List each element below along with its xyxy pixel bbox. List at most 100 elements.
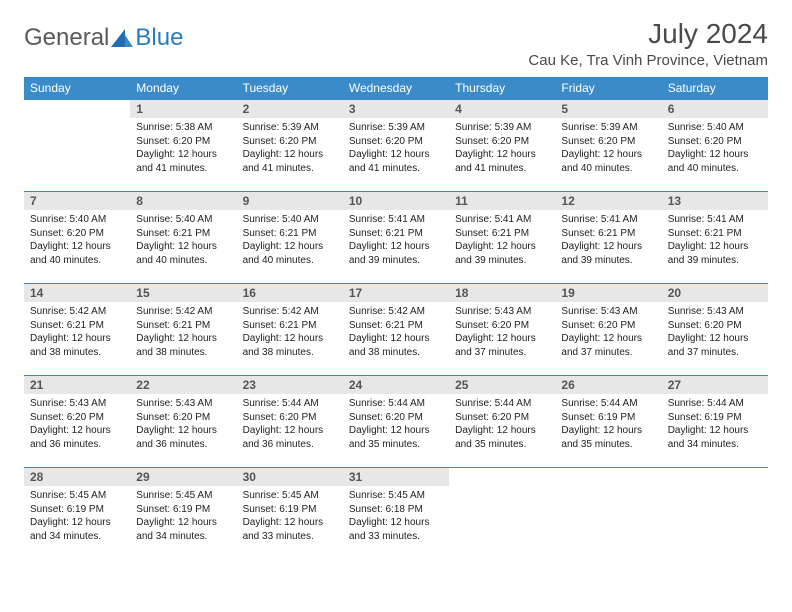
calendar-cell: 1Sunrise: 5:38 AMSunset: 6:20 PMDaylight…	[130, 100, 236, 192]
day-details: Sunrise: 5:44 AMSunset: 6:20 PMDaylight:…	[449, 394, 555, 457]
calendar-cell: 10Sunrise: 5:41 AMSunset: 6:21 PMDayligh…	[343, 192, 449, 284]
calendar-cell: 16Sunrise: 5:42 AMSunset: 6:21 PMDayligh…	[237, 284, 343, 376]
daylight-text: Daylight: 12 hours and 37 minutes.	[668, 332, 762, 359]
calendar-cell: 5Sunrise: 5:39 AMSunset: 6:20 PMDaylight…	[555, 100, 661, 192]
day-number: 26	[555, 376, 661, 394]
day-header: Wednesday	[343, 77, 449, 100]
day-details: Sunrise: 5:42 AMSunset: 6:21 PMDaylight:…	[343, 302, 449, 365]
logo-triangle-icon	[111, 29, 133, 47]
sunrise-text: Sunrise: 5:43 AM	[455, 305, 549, 319]
daylight-text: Daylight: 12 hours and 35 minutes.	[561, 424, 655, 451]
sunrise-text: Sunrise: 5:44 AM	[243, 397, 337, 411]
calendar-cell: 22Sunrise: 5:43 AMSunset: 6:20 PMDayligh…	[130, 376, 236, 468]
sunset-text: Sunset: 6:20 PM	[561, 135, 655, 149]
day-number: 15	[130, 284, 236, 302]
day-number: 13	[662, 192, 768, 210]
sunrise-text: Sunrise: 5:41 AM	[455, 213, 549, 227]
calendar-cell: 9Sunrise: 5:40 AMSunset: 6:21 PMDaylight…	[237, 192, 343, 284]
calendar-cell: 30Sunrise: 5:45 AMSunset: 6:19 PMDayligh…	[237, 468, 343, 560]
sunset-text: Sunset: 6:21 PM	[30, 319, 124, 333]
sunset-text: Sunset: 6:21 PM	[136, 227, 230, 241]
daylight-text: Daylight: 12 hours and 37 minutes.	[561, 332, 655, 359]
day-details: Sunrise: 5:43 AMSunset: 6:20 PMDaylight:…	[662, 302, 768, 365]
daylight-text: Daylight: 12 hours and 34 minutes.	[668, 424, 762, 451]
sunset-text: Sunset: 6:20 PM	[455, 411, 549, 425]
day-details: Sunrise: 5:40 AMSunset: 6:20 PMDaylight:…	[24, 210, 130, 273]
sunrise-text: Sunrise: 5:40 AM	[30, 213, 124, 227]
sunset-text: Sunset: 6:21 PM	[243, 319, 337, 333]
sunset-text: Sunset: 6:19 PM	[668, 411, 762, 425]
day-details: Sunrise: 5:45 AMSunset: 6:19 PMDaylight:…	[24, 486, 130, 549]
sunset-text: Sunset: 6:20 PM	[349, 411, 443, 425]
day-number: 22	[130, 376, 236, 394]
daylight-text: Daylight: 12 hours and 41 minutes.	[349, 148, 443, 175]
calendar-cell: 3Sunrise: 5:39 AMSunset: 6:20 PMDaylight…	[343, 100, 449, 192]
day-details: Sunrise: 5:39 AMSunset: 6:20 PMDaylight:…	[237, 118, 343, 181]
calendar-cell	[555, 468, 661, 560]
day-details: Sunrise: 5:45 AMSunset: 6:19 PMDaylight:…	[130, 486, 236, 549]
daylight-text: Daylight: 12 hours and 41 minutes.	[455, 148, 549, 175]
day-number: 19	[555, 284, 661, 302]
daylight-text: Daylight: 12 hours and 39 minutes.	[455, 240, 549, 267]
calendar-row: 1Sunrise: 5:38 AMSunset: 6:20 PMDaylight…	[24, 100, 768, 192]
sunset-text: Sunset: 6:20 PM	[30, 411, 124, 425]
calendar-cell: 25Sunrise: 5:44 AMSunset: 6:20 PMDayligh…	[449, 376, 555, 468]
sunset-text: Sunset: 6:20 PM	[136, 135, 230, 149]
logo: General Blue	[24, 24, 183, 52]
calendar-cell: 31Sunrise: 5:45 AMSunset: 6:18 PMDayligh…	[343, 468, 449, 560]
day-number: 12	[555, 192, 661, 210]
day-header: Sunday	[24, 77, 130, 100]
sunset-text: Sunset: 6:20 PM	[136, 411, 230, 425]
calendar-cell: 6Sunrise: 5:40 AMSunset: 6:20 PMDaylight…	[662, 100, 768, 192]
daylight-text: Daylight: 12 hours and 40 minutes.	[30, 240, 124, 267]
day-details: Sunrise: 5:42 AMSunset: 6:21 PMDaylight:…	[130, 302, 236, 365]
day-number: 3	[343, 100, 449, 118]
day-details: Sunrise: 5:43 AMSunset: 6:20 PMDaylight:…	[449, 302, 555, 365]
daylight-text: Daylight: 12 hours and 38 minutes.	[136, 332, 230, 359]
daylight-text: Daylight: 12 hours and 38 minutes.	[243, 332, 337, 359]
day-details: Sunrise: 5:40 AMSunset: 6:21 PMDaylight:…	[237, 210, 343, 273]
sunrise-text: Sunrise: 5:45 AM	[136, 489, 230, 503]
sunrise-text: Sunrise: 5:45 AM	[349, 489, 443, 503]
sunrise-text: Sunrise: 5:42 AM	[243, 305, 337, 319]
calendar-cell: 15Sunrise: 5:42 AMSunset: 6:21 PMDayligh…	[130, 284, 236, 376]
day-details: Sunrise: 5:44 AMSunset: 6:19 PMDaylight:…	[555, 394, 661, 457]
daylight-text: Daylight: 12 hours and 34 minutes.	[30, 516, 124, 543]
sunrise-text: Sunrise: 5:45 AM	[30, 489, 124, 503]
day-details: Sunrise: 5:39 AMSunset: 6:20 PMDaylight:…	[343, 118, 449, 181]
sunset-text: Sunset: 6:19 PM	[561, 411, 655, 425]
sunrise-text: Sunrise: 5:42 AM	[136, 305, 230, 319]
daylight-text: Daylight: 12 hours and 41 minutes.	[243, 148, 337, 175]
calendar-cell: 12Sunrise: 5:41 AMSunset: 6:21 PMDayligh…	[555, 192, 661, 284]
sunset-text: Sunset: 6:19 PM	[243, 503, 337, 517]
calendar-cell	[662, 468, 768, 560]
calendar-cell: 8Sunrise: 5:40 AMSunset: 6:21 PMDaylight…	[130, 192, 236, 284]
day-number: 10	[343, 192, 449, 210]
day-number: 17	[343, 284, 449, 302]
sunset-text: Sunset: 6:20 PM	[455, 319, 549, 333]
day-details: Sunrise: 5:45 AMSunset: 6:18 PMDaylight:…	[343, 486, 449, 549]
day-number: 18	[449, 284, 555, 302]
day-number: 11	[449, 192, 555, 210]
calendar-cell: 7Sunrise: 5:40 AMSunset: 6:20 PMDaylight…	[24, 192, 130, 284]
daylight-text: Daylight: 12 hours and 35 minutes.	[349, 424, 443, 451]
calendar-row: 7Sunrise: 5:40 AMSunset: 6:20 PMDaylight…	[24, 192, 768, 284]
day-header: Tuesday	[237, 77, 343, 100]
calendar-cell: 21Sunrise: 5:43 AMSunset: 6:20 PMDayligh…	[24, 376, 130, 468]
day-number	[662, 468, 768, 472]
day-number: 23	[237, 376, 343, 394]
day-number: 1	[130, 100, 236, 118]
calendar-cell: 27Sunrise: 5:44 AMSunset: 6:19 PMDayligh…	[662, 376, 768, 468]
calendar-cell: 26Sunrise: 5:44 AMSunset: 6:19 PMDayligh…	[555, 376, 661, 468]
sunrise-text: Sunrise: 5:40 AM	[243, 213, 337, 227]
sunset-text: Sunset: 6:19 PM	[136, 503, 230, 517]
day-number: 5	[555, 100, 661, 118]
daylight-text: Daylight: 12 hours and 34 minutes.	[136, 516, 230, 543]
day-details: Sunrise: 5:43 AMSunset: 6:20 PMDaylight:…	[24, 394, 130, 457]
sunrise-text: Sunrise: 5:44 AM	[349, 397, 443, 411]
day-details: Sunrise: 5:41 AMSunset: 6:21 PMDaylight:…	[343, 210, 449, 273]
sunrise-text: Sunrise: 5:41 AM	[561, 213, 655, 227]
daylight-text: Daylight: 12 hours and 39 minutes.	[668, 240, 762, 267]
day-details: Sunrise: 5:41 AMSunset: 6:21 PMDaylight:…	[449, 210, 555, 273]
calendar-cell: 17Sunrise: 5:42 AMSunset: 6:21 PMDayligh…	[343, 284, 449, 376]
